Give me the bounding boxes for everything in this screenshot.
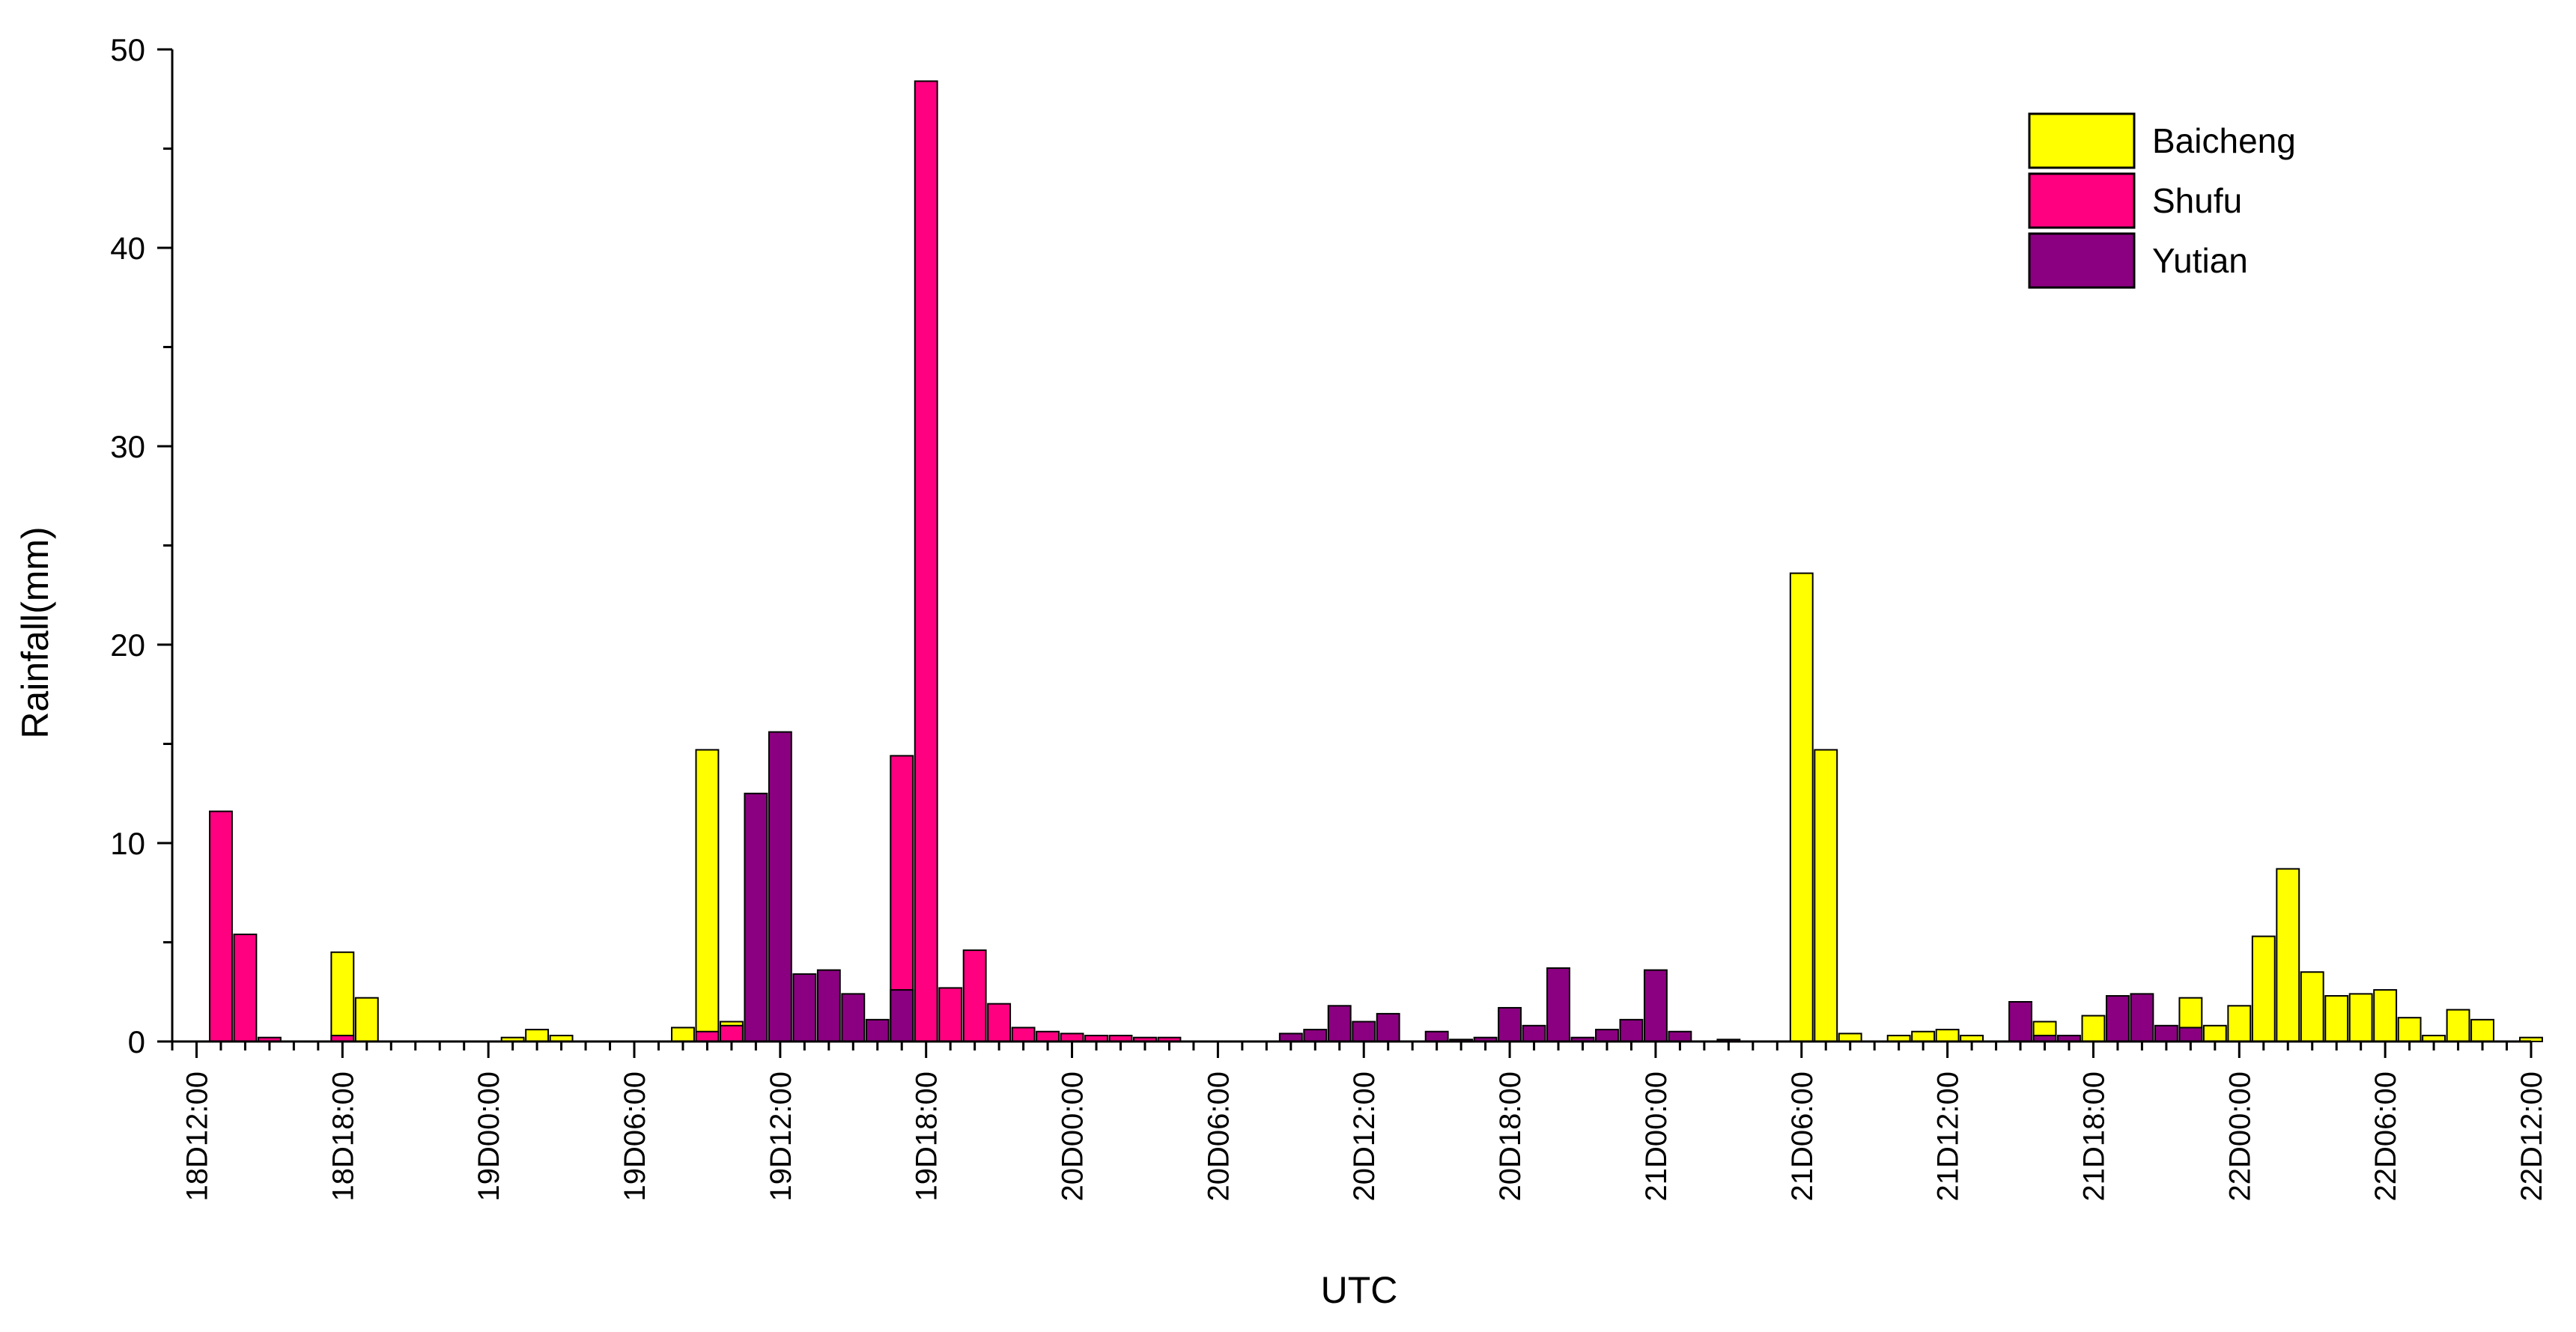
bar-baicheng xyxy=(2348,993,2373,1043)
bar-baicheng xyxy=(1935,1029,1960,1042)
bar-baicheng xyxy=(2300,971,2324,1042)
x-tick-label: 22D06:00 xyxy=(2369,1071,2402,1201)
x-tick-label: 18D18:00 xyxy=(326,1071,359,1201)
x-axis-label: UTC xyxy=(1321,1269,1398,1311)
bar-yutian xyxy=(2008,1001,2032,1042)
bar-yutian xyxy=(1327,1005,1352,1043)
bar-yutian xyxy=(1352,1021,1376,1042)
bar-yutian xyxy=(1546,967,1570,1042)
bar-baicheng xyxy=(671,1027,695,1042)
y-axis-label: Rainfall(mm) xyxy=(14,526,56,738)
bar-baicheng xyxy=(2227,1005,2252,1043)
x-tick-label: 20D12:00 xyxy=(1348,1071,1381,1201)
y-tick-label: 30 xyxy=(110,429,145,464)
legend-swatch-baicheng xyxy=(2028,112,2136,169)
x-tick-label: 19D12:00 xyxy=(765,1071,798,1201)
bar-yutian xyxy=(1668,1030,1692,1042)
bar-shufu xyxy=(233,933,258,1043)
bar-yutian xyxy=(1522,1024,1546,1043)
x-tick-label: 21D06:00 xyxy=(1786,1071,1819,1201)
bar-baicheng xyxy=(2202,1024,2227,1043)
bar-yutian xyxy=(890,989,914,1042)
x-tick-label: 22D00:00 xyxy=(2223,1071,2256,1201)
bar-baicheng xyxy=(2324,995,2349,1043)
bar-shufu xyxy=(209,810,233,1042)
bar-shufu xyxy=(719,1024,744,1043)
bar-baicheng xyxy=(2251,935,2276,1043)
bar-yutian xyxy=(2130,993,2154,1043)
bar-yutian xyxy=(841,993,866,1043)
bar-yutian xyxy=(2154,1024,2178,1043)
bars-layer xyxy=(209,80,2543,1043)
legend-label-baicheng: Baicheng xyxy=(2152,121,2296,160)
bar-shufu xyxy=(1060,1033,1084,1043)
bar-baicheng xyxy=(2276,868,2300,1042)
bar-yutian xyxy=(1619,1018,1644,1042)
y-tick-label: 50 xyxy=(110,32,145,67)
bar-yutian xyxy=(2178,1027,2203,1042)
y-tick-label: 40 xyxy=(110,231,145,266)
bar-baicheng xyxy=(2397,1017,2422,1042)
bar-yutian xyxy=(1424,1030,1449,1042)
bar-baicheng xyxy=(1814,749,1838,1042)
y-tick-label: 0 xyxy=(128,1024,145,1059)
x-tick-label: 20D18:00 xyxy=(1494,1071,1527,1201)
bar-yutian xyxy=(1376,1012,1400,1043)
bar-shufu xyxy=(987,1003,1012,1043)
bar-yutian xyxy=(792,973,817,1043)
bar-yutian xyxy=(2106,995,2130,1043)
bar-yutian xyxy=(816,969,841,1042)
bar-baicheng xyxy=(525,1029,550,1042)
x-tick-label: 22D12:00 xyxy=(2515,1071,2548,1201)
bar-baicheng xyxy=(2373,989,2398,1042)
y-tick-label: 10 xyxy=(110,826,145,861)
x-tick-label: 19D18:00 xyxy=(911,1071,944,1201)
bar-yutian xyxy=(1278,1033,1303,1043)
legend-swatch-yutian xyxy=(2028,232,2136,289)
bar-shufu xyxy=(1036,1030,1060,1042)
bar-yutian xyxy=(1643,969,1668,1042)
x-tick-label: 20D06:00 xyxy=(1202,1071,1235,1201)
bar-baicheng xyxy=(2081,1015,2106,1043)
x-tick-label: 18D12:00 xyxy=(180,1071,213,1201)
bar-shufu xyxy=(938,987,963,1042)
legend: Baicheng Shufu Yutian xyxy=(2028,112,2296,289)
x-tick-label: 19D06:00 xyxy=(619,1071,651,1201)
bar-shufu xyxy=(962,949,987,1042)
bar-baicheng xyxy=(354,997,379,1042)
x-tick-label: 21D18:00 xyxy=(2077,1071,2110,1201)
bar-yutian xyxy=(865,1018,890,1042)
x-tick-label: 21D00:00 xyxy=(1640,1071,1673,1201)
bar-yutian xyxy=(768,731,792,1042)
bar-baicheng xyxy=(2470,1018,2494,1042)
bar-yutian xyxy=(1595,1029,1619,1042)
bar-baicheng xyxy=(330,951,355,1042)
bar-shufu xyxy=(695,1030,720,1042)
bar-baicheng xyxy=(2446,1009,2470,1042)
y-tick-label: 20 xyxy=(110,627,145,663)
bar-shufu xyxy=(1011,1027,1036,1042)
bar-baicheng xyxy=(1789,572,1814,1042)
x-tick-label: 21D12:00 xyxy=(1932,1071,1965,1201)
bar-yutian xyxy=(744,792,768,1042)
axes-layer: 0 10 20 30 40 50 18D12:00 18D18:00 19D00:00 19D06… xyxy=(110,32,2548,1201)
legend-label-yutian: Yutian xyxy=(2152,241,2248,280)
legend-swatch-shufu xyxy=(2028,172,2136,229)
bar-baicheng xyxy=(1838,1033,1862,1043)
bar-baicheng xyxy=(1911,1030,1936,1042)
bar-yutian xyxy=(1498,1006,1522,1042)
bar-baicheng xyxy=(695,749,720,1042)
x-tick-label: 19D00:00 xyxy=(473,1071,505,1201)
bar-shufu xyxy=(914,80,938,1042)
legend-label-shufu: Shufu xyxy=(2152,181,2242,220)
x-tick-label: 20D00:00 xyxy=(1057,1071,1090,1201)
bar-yutian xyxy=(1303,1029,1328,1042)
